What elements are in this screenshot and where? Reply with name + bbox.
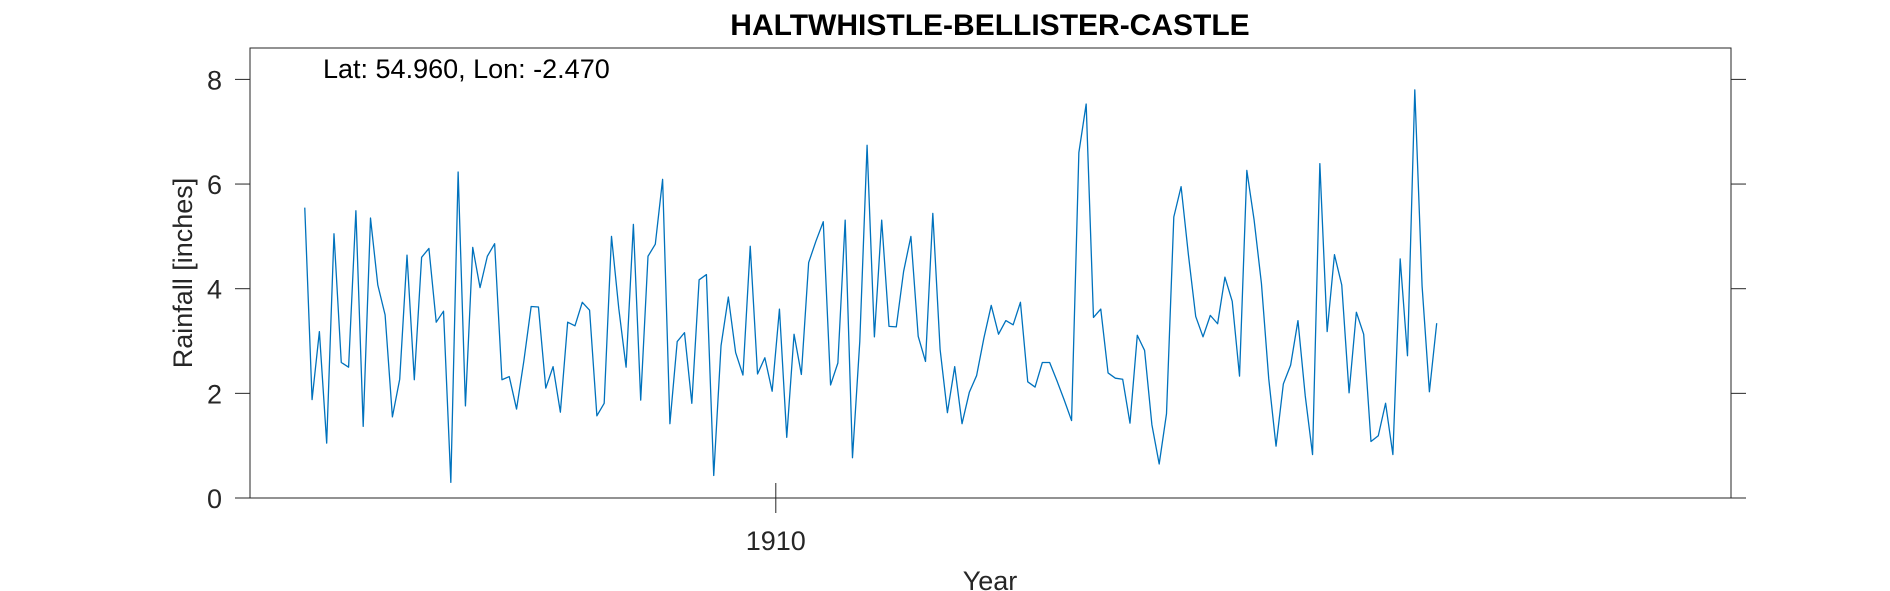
x-axis: 1910 — [746, 483, 806, 556]
y-tick-label: 8 — [207, 65, 222, 95]
chart-title: HALTWHISTLE-BELLISTER-CASTLE — [730, 9, 1249, 42]
series-line — [304, 89, 1438, 483]
y-tick-label: 4 — [207, 275, 222, 305]
y-tick-label: 6 — [207, 170, 222, 200]
y-axis-label: Rainfall [inches] — [168, 178, 198, 369]
y-tick-label: 2 — [207, 379, 222, 409]
x-axis-label: Year — [963, 566, 1018, 591]
y-tick-label: 0 — [207, 484, 222, 514]
x-tick-label: 1910 — [746, 526, 806, 556]
location-annotation: Lat: 54.960, Lon: -2.470 — [323, 54, 610, 84]
y-axis: 0 2 4 6 8 — [207, 65, 1746, 514]
